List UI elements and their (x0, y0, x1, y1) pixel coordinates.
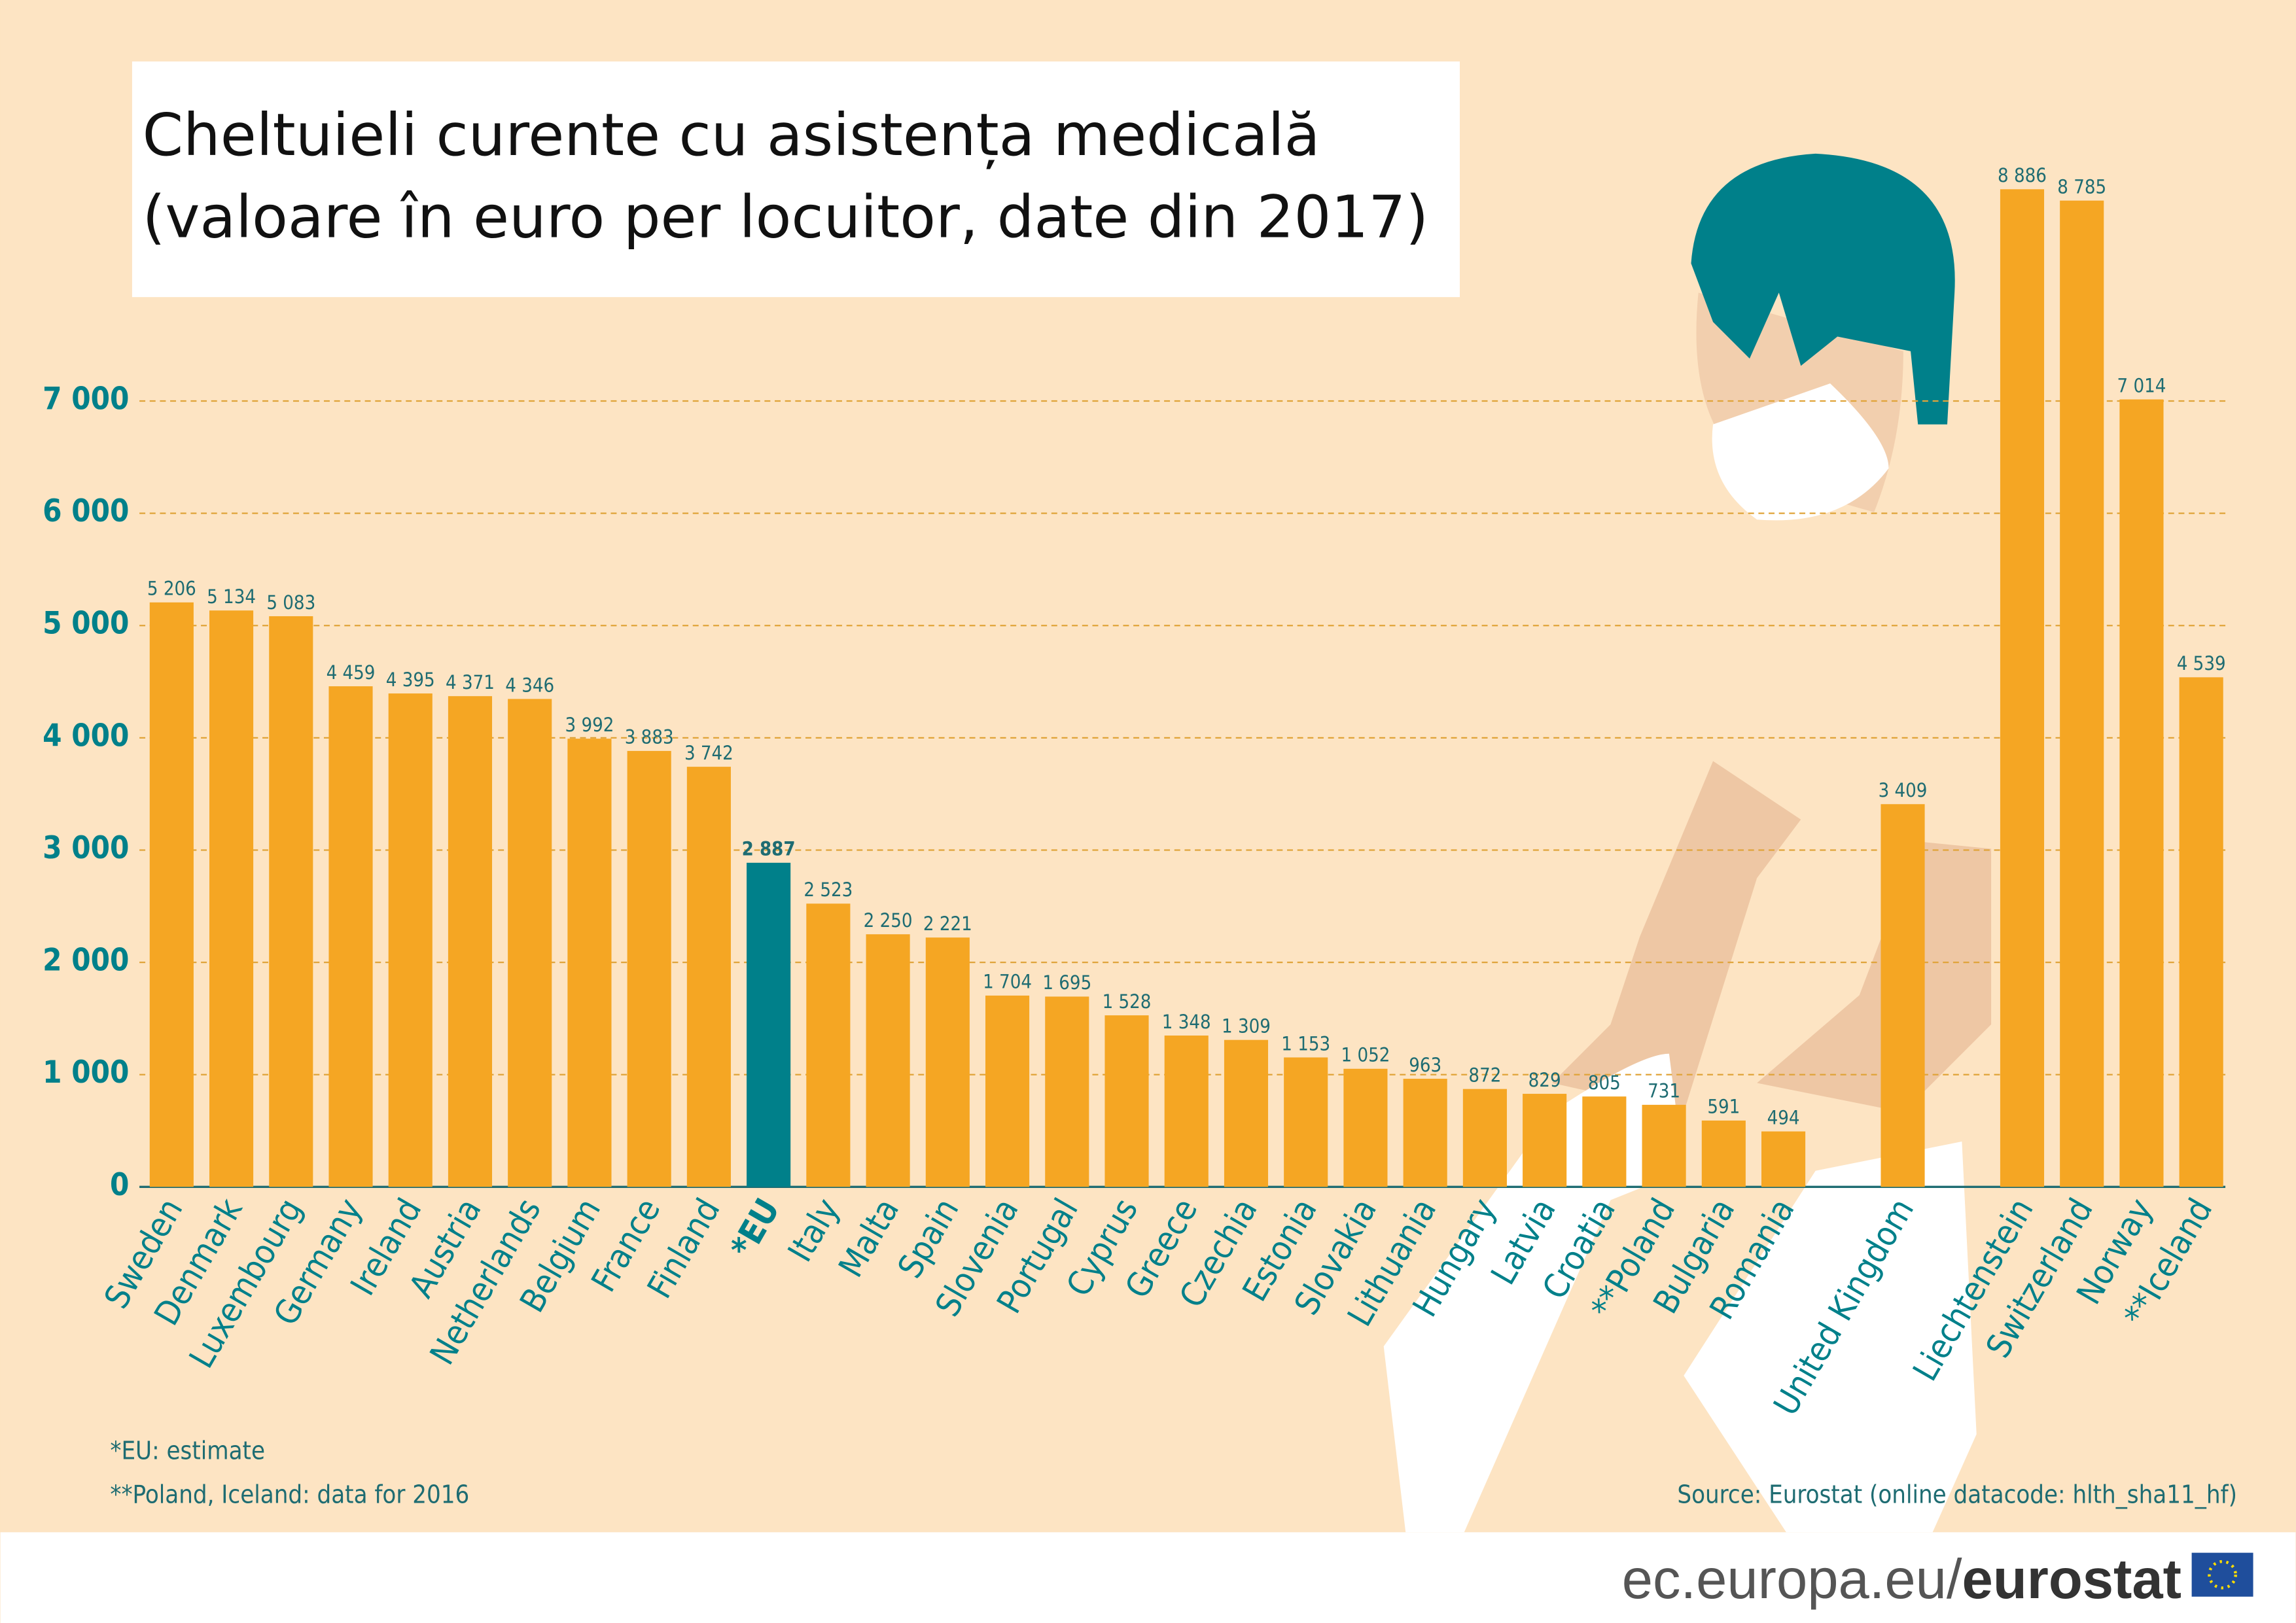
value-label: 2 250 (864, 909, 913, 932)
bar (806, 903, 851, 1187)
y-tick-label: 0 (110, 1167, 129, 1203)
bar (1701, 1120, 1746, 1187)
bar (1881, 804, 1925, 1187)
bar (2119, 399, 2164, 1187)
value-label: 872 (1468, 1064, 1501, 1086)
value-label: 2 523 (804, 879, 853, 901)
bar (747, 862, 791, 1187)
value-label: 829 (1528, 1069, 1561, 1091)
y-tick-label: 3 000 (43, 830, 129, 866)
value-label: 5 134 (207, 585, 256, 608)
bar (1104, 1015, 1149, 1187)
note: *EU: estimate (110, 1436, 265, 1465)
bar (1403, 1079, 1447, 1187)
value-label: 3 883 (625, 726, 674, 748)
bar (985, 995, 1030, 1187)
chart-title: Cheltuieli curente cu asistența medicală (143, 101, 1320, 169)
bar (2060, 200, 2104, 1187)
value-label: 3 992 (565, 714, 614, 736)
bar (1462, 1089, 1507, 1187)
value-label: 8 886 (1998, 164, 2047, 186)
y-tick-label: 1 000 (43, 1055, 129, 1091)
value-label: 3 409 (1879, 779, 1928, 801)
value-label: 4 539 (2177, 652, 2226, 674)
bar (1343, 1068, 1388, 1187)
value-label: 4 395 (386, 669, 435, 691)
bar (1523, 1094, 1567, 1187)
value-label: 3 742 (684, 742, 733, 764)
footer-site: ec.europa.eu/ (1622, 1548, 1962, 1611)
bar (567, 739, 612, 1187)
chart-subtitle: (valoare în euro per locuitor, date din … (143, 183, 1429, 251)
value-label: 1 309 (1222, 1015, 1271, 1037)
value-label: 1 052 (1341, 1044, 1390, 1066)
value-label: 1 153 (1281, 1032, 1330, 1055)
bar (508, 699, 552, 1187)
value-label: 8 785 (2057, 175, 2106, 198)
value-label: 591 (1707, 1096, 1740, 1118)
bar (388, 693, 433, 1187)
y-tick-label: 2 000 (43, 943, 129, 979)
bar (149, 602, 194, 1187)
bar (1224, 1039, 1269, 1187)
bar (1761, 1131, 1806, 1187)
bar (1164, 1035, 1209, 1187)
title-box (132, 61, 1460, 298)
value-label: 494 (1767, 1106, 1800, 1128)
value-label: 2 221 (923, 913, 972, 935)
value-label: 1 704 (983, 971, 1032, 993)
bar (925, 937, 970, 1187)
value-label: 1 695 (1042, 971, 1091, 994)
value-label: 2 887 (742, 838, 796, 860)
y-tick-label: 6 000 (43, 493, 129, 529)
footer: ec.europa.eu/eurostat (1622, 1548, 2181, 1611)
value-label: 731 (1648, 1080, 1680, 1102)
note: **Poland, Iceland: data for 2016 (110, 1480, 469, 1509)
value-label: 1 528 (1103, 990, 1152, 1013)
bar (2179, 677, 2223, 1187)
bar (1045, 996, 1089, 1187)
y-tick-label: 5 000 (43, 606, 129, 642)
bar (2000, 189, 2045, 1187)
y-tick-label: 7 000 (43, 381, 129, 417)
bar (1642, 1104, 1686, 1187)
value-label: 4 346 (505, 674, 554, 696)
bar (448, 696, 493, 1187)
value-label: 4 371 (446, 671, 495, 693)
bar (209, 610, 254, 1187)
source: Source: Eurostat (online datacode: hlth_… (1677, 1480, 2237, 1509)
bar (866, 934, 910, 1187)
footer-brand: eurostat (1962, 1548, 2181, 1611)
bar (328, 686, 373, 1187)
value-label: 4 459 (327, 661, 376, 684)
value-label: 7 014 (2117, 374, 2166, 396)
bar (627, 750, 671, 1187)
value-label: 963 (1409, 1054, 1441, 1076)
bar (269, 616, 313, 1187)
bar (1582, 1096, 1627, 1187)
bar (686, 767, 731, 1187)
eu-flag (2191, 1552, 2253, 1597)
value-label: 5 206 (147, 578, 196, 600)
y-tick-label: 4 000 (43, 718, 129, 754)
footer-band (0, 1532, 2296, 1623)
value-label: 805 (1588, 1072, 1621, 1094)
bar (1284, 1057, 1328, 1187)
value-label: 5 083 (266, 591, 315, 614)
value-label: 1 348 (1162, 1011, 1211, 1033)
